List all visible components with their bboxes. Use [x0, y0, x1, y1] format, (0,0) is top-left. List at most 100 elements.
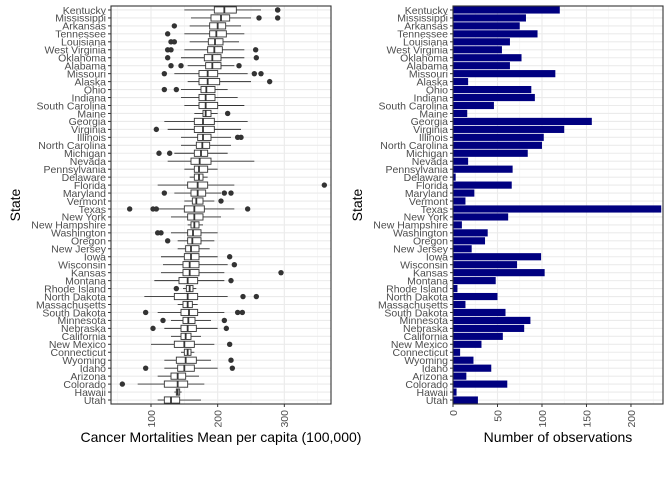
bar-y-tick-label-ohio: Ohio — [426, 84, 448, 96]
bar-y-tick-label-missouri: Missouri — [409, 68, 448, 80]
boxplot-x-axis-title: Cancer Mortalities Mean per capita (100,… — [81, 429, 362, 445]
box-ohio — [161, 86, 228, 94]
boxplot-y-tick-label-tennessee: Tennessee — [55, 29, 106, 41]
outlier-point — [228, 357, 234, 363]
box-kansas — [161, 269, 284, 277]
bar-y-tick-label-texas: Texas — [421, 204, 448, 216]
boxplot-y-tick-label-michigan: Michigan — [64, 148, 106, 160]
iqr-box — [173, 292, 199, 301]
outlier-point — [253, 293, 260, 300]
bar-kentucky — [453, 6, 560, 14]
iqr-box — [193, 165, 209, 173]
bar-pennsylvania — [453, 165, 513, 173]
iqr-box — [198, 78, 221, 86]
outlier-point — [274, 7, 281, 13]
bar-y-tick-label-montana: Montana — [407, 275, 448, 287]
box-arkansas — [171, 22, 241, 30]
outlier-point — [321, 182, 328, 188]
boxplot-y-tick-label-kentucky: Kentucky — [63, 5, 107, 17]
outlier-point — [173, 86, 180, 93]
bar-oregon — [453, 237, 486, 245]
box-mississippi — [191, 14, 281, 22]
box-indiana — [181, 93, 238, 102]
box-iowa — [161, 253, 233, 261]
boxplot-y-tick-label-maine: Maine — [77, 108, 106, 120]
box-west-virginia — [164, 46, 259, 54]
box-washington — [154, 229, 218, 237]
boxplot-y-tick-label-hawaii: Hawaii — [74, 387, 106, 399]
bar-idaho — [453, 364, 492, 372]
outlier-point — [173, 285, 180, 292]
iqr-box — [198, 101, 219, 110]
outlier-point — [224, 110, 231, 117]
bar-y-tick-label-wyoming: Wyoming — [404, 355, 448, 367]
boxplot-y-tick-label-new-jersey: New Jersey — [51, 244, 107, 256]
boxplot-y-tick-label-pennsylvania: Pennsylvania — [44, 164, 107, 176]
outlier-point — [161, 70, 168, 77]
iqr-box — [190, 157, 212, 165]
bar-y-tick-label-idaho: Idaho — [422, 363, 448, 375]
bar-wisconsin — [453, 261, 518, 269]
outlier-point — [153, 126, 160, 133]
box-oklahoma — [164, 54, 260, 62]
bar-virginia — [453, 125, 565, 133]
bar-y-tick-label-utah: Utah — [426, 395, 448, 407]
outlier-point — [236, 62, 242, 69]
bar-y-tick-label-kansas: Kansas — [413, 267, 448, 279]
bar-south-dakota — [453, 308, 506, 317]
box-florida — [157, 181, 328, 189]
bar-montana — [453, 277, 496, 285]
box-montana — [154, 277, 234, 285]
bar-y-tick-label-new-mexico: New Mexico — [391, 339, 448, 351]
bar-y-tick-label-wisconsin: Wisconsin — [400, 260, 448, 272]
boxplot-y-tick-label-illinois: Illinois — [77, 132, 106, 144]
outlier-point — [252, 47, 259, 53]
boxplot-y-tick-label-delaware: Delaware — [62, 172, 107, 184]
bar-alaska — [453, 78, 469, 86]
box-arizona — [157, 372, 199, 380]
outlier-point — [168, 62, 174, 69]
outlier-point — [231, 262, 238, 268]
boxplot-y-tick-label-maryland: Maryland — [63, 188, 106, 200]
outlier-point — [238, 134, 244, 141]
outlier-point — [171, 39, 178, 45]
bar-michigan — [453, 149, 528, 157]
outlier-point — [223, 325, 230, 332]
bar-x-tick-label: 50 — [492, 410, 504, 422]
boxplot-y-tick-label-nebraska: Nebraska — [61, 323, 106, 335]
boxplot-y-tick-label-new-hampshire: New Hampshire — [31, 220, 106, 232]
bar-hawaii — [453, 388, 457, 396]
outlier-point — [253, 55, 260, 61]
box-pennsylvania — [184, 165, 218, 173]
bar-colorado — [453, 380, 508, 388]
bar-y-tick-label-virginia: Virginia — [413, 124, 448, 136]
outlier-point — [234, 309, 241, 316]
boxplot-y-tick-label-new-york: New York — [62, 212, 107, 224]
outlier-point — [256, 15, 262, 21]
bar-x-tick-label: 100 — [537, 410, 549, 428]
boxplot-y-tick-label-minnesota: Minnesota — [58, 315, 107, 327]
outlier-point — [161, 190, 168, 196]
box-california — [171, 332, 201, 340]
box-illinois — [181, 133, 244, 141]
bar-y-tick-label-connecticut: Connecticut — [393, 347, 449, 359]
bar-y-tick-label-maryland: Maryland — [405, 188, 448, 200]
iqr-box — [182, 269, 200, 277]
bar-y-tick-label-delaware: Delaware — [404, 172, 449, 184]
outlier-point — [150, 325, 156, 332]
box-connecticut — [181, 348, 195, 356]
bar-delaware — [453, 173, 456, 181]
outlier-point — [221, 317, 228, 324]
bar-north-dakota — [453, 292, 498, 301]
box-alabama — [168, 62, 242, 70]
bar-connecticut — [453, 348, 461, 356]
box-nebraska — [150, 324, 230, 332]
bar-y-tick-label-iowa: Iowa — [426, 252, 448, 264]
box-wisconsin — [163, 261, 238, 269]
iqr-box — [191, 197, 204, 205]
bar-y-tick-label-vermont: Vermont — [409, 196, 448, 208]
boxplot-y-axis-title: State — [7, 188, 23, 221]
bar-west-virginia — [453, 46, 502, 54]
outlier-point — [164, 238, 171, 244]
bar-louisiana — [453, 38, 510, 46]
